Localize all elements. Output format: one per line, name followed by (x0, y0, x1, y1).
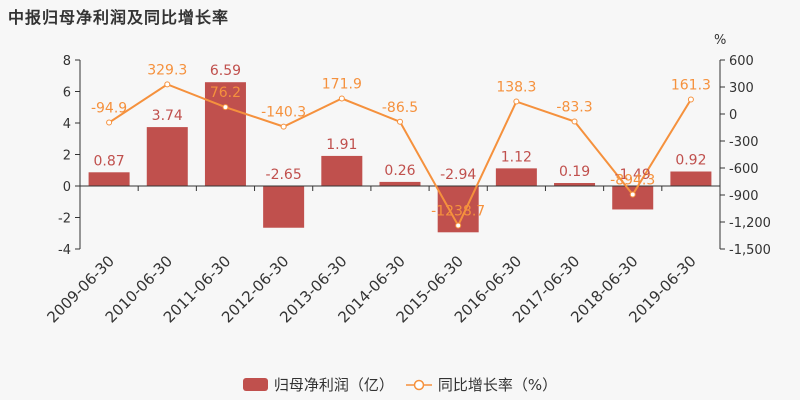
right-axis-tick: -300 (729, 135, 759, 150)
line-value-label: 138.3 (496, 80, 536, 96)
data-labels: 0.87 3.74 6.59 -2.65 1.91 0.26 -2.94 1.12 0.19 -1… (91, 62, 711, 219)
line-marker-icon (405, 379, 432, 390)
line-point[interactable] (687, 96, 694, 103)
bar-value-label: 1.91 (326, 137, 357, 153)
right-axis-tick: 0 (729, 108, 737, 123)
line-point[interactable] (513, 98, 520, 105)
right-axis-tick: 300 (729, 81, 754, 96)
legend-label-net-profit: 归母净利润（亿） (273, 376, 394, 394)
left-axis-tick: 8 (63, 54, 71, 69)
left-axis-tick: -2 (58, 212, 71, 227)
bar[interactable] (204, 82, 246, 186)
bar[interactable] (554, 183, 596, 186)
line-point[interactable] (397, 118, 403, 125)
bar-value-label: 3.74 (152, 108, 183, 124)
line-value-label: -140.3 (261, 105, 306, 121)
line-point[interactable] (338, 95, 345, 102)
bar[interactable] (263, 186, 305, 228)
left-axis-tick: 6 (63, 86, 71, 101)
right-axis-tick: -900 (729, 189, 759, 204)
right-axis-unit: % (714, 33, 726, 48)
bar[interactable] (321, 155, 363, 186)
right-axis-tick: -600 (729, 162, 759, 177)
line-series (106, 81, 694, 229)
line-value-label: 161.3 (671, 77, 711, 93)
left-axis-tick: 0 (63, 180, 71, 195)
bar-value-label: 0.19 (559, 164, 590, 180)
bar[interactable] (670, 171, 712, 186)
x-axis (80, 185, 720, 191)
line-value-label: -86.5 (382, 100, 418, 116)
line-point[interactable] (455, 222, 462, 229)
left-y-axis: 8 6 4 2 0 -2 -4 (58, 54, 81, 258)
bar[interactable] (146, 127, 188, 186)
x-axis-labels: 2009-06-302010-06-302011-06-302012-06-30… (44, 252, 700, 326)
left-axis-tick: -4 (58, 243, 71, 258)
line-value-label: -83.3 (556, 99, 592, 115)
legend: 归母净利润（亿） 同比增长率（%） (0, 374, 800, 395)
line-point[interactable] (280, 123, 287, 130)
bar-value-label: 0.92 (675, 153, 706, 169)
bar-value-label: 6.59 (210, 63, 241, 79)
chart-title: 中报归母净利润及同比增长率 (8, 8, 230, 27)
combo-chart: 8 6 4 2 0 -2 -4 600 300 0 -300 -600 -900 -1,200 -1,50… (44, 33, 771, 326)
bar[interactable] (88, 172, 130, 186)
line-point[interactable] (571, 118, 578, 125)
line-value-label: 329.3 (147, 62, 187, 78)
line-value-label: -894.3 (610, 172, 655, 188)
line-point[interactable] (222, 104, 229, 111)
bar[interactable] (379, 181, 421, 186)
bar-value-label: 0.26 (384, 163, 415, 179)
legend-label-growth-rate: 同比增长率（%） (437, 376, 558, 394)
line-value-label: -1238.7 (431, 203, 485, 219)
bar[interactable] (495, 168, 537, 186)
line-point[interactable] (629, 191, 636, 198)
bar-value-label: -2.94 (440, 167, 476, 183)
right-axis-tick: -1,200 (729, 216, 771, 231)
line-value-label: 76.2 (210, 85, 241, 101)
legend-item-net-profit[interactable]: 归母净利润（亿） (242, 374, 394, 395)
line-point[interactable] (106, 119, 113, 126)
line-value-label: -94.9 (91, 101, 127, 117)
right-axis-tick: 600 (729, 54, 754, 69)
legend-item-growth-rate[interactable]: 同比增长率（%） (405, 374, 558, 395)
right-y-axis: 600 300 0 -300 -600 -900 -1,200 -1,500 (719, 54, 771, 258)
line-value-label: 171.9 (322, 77, 362, 93)
bar-value-label: 1.12 (501, 149, 532, 165)
bar-value-label: 0.87 (94, 153, 125, 169)
left-axis-tick: 4 (63, 117, 71, 132)
line-point[interactable] (164, 81, 171, 88)
bar-swatch-icon (242, 378, 268, 391)
bar[interactable] (612, 186, 654, 210)
bar-value-label: -2.65 (266, 167, 302, 183)
right-axis-tick: -1,500 (729, 243, 771, 258)
left-axis-tick: 2 (63, 149, 71, 164)
bar-series (88, 82, 712, 233)
bar-value-label: -1.49 (615, 167, 651, 183)
